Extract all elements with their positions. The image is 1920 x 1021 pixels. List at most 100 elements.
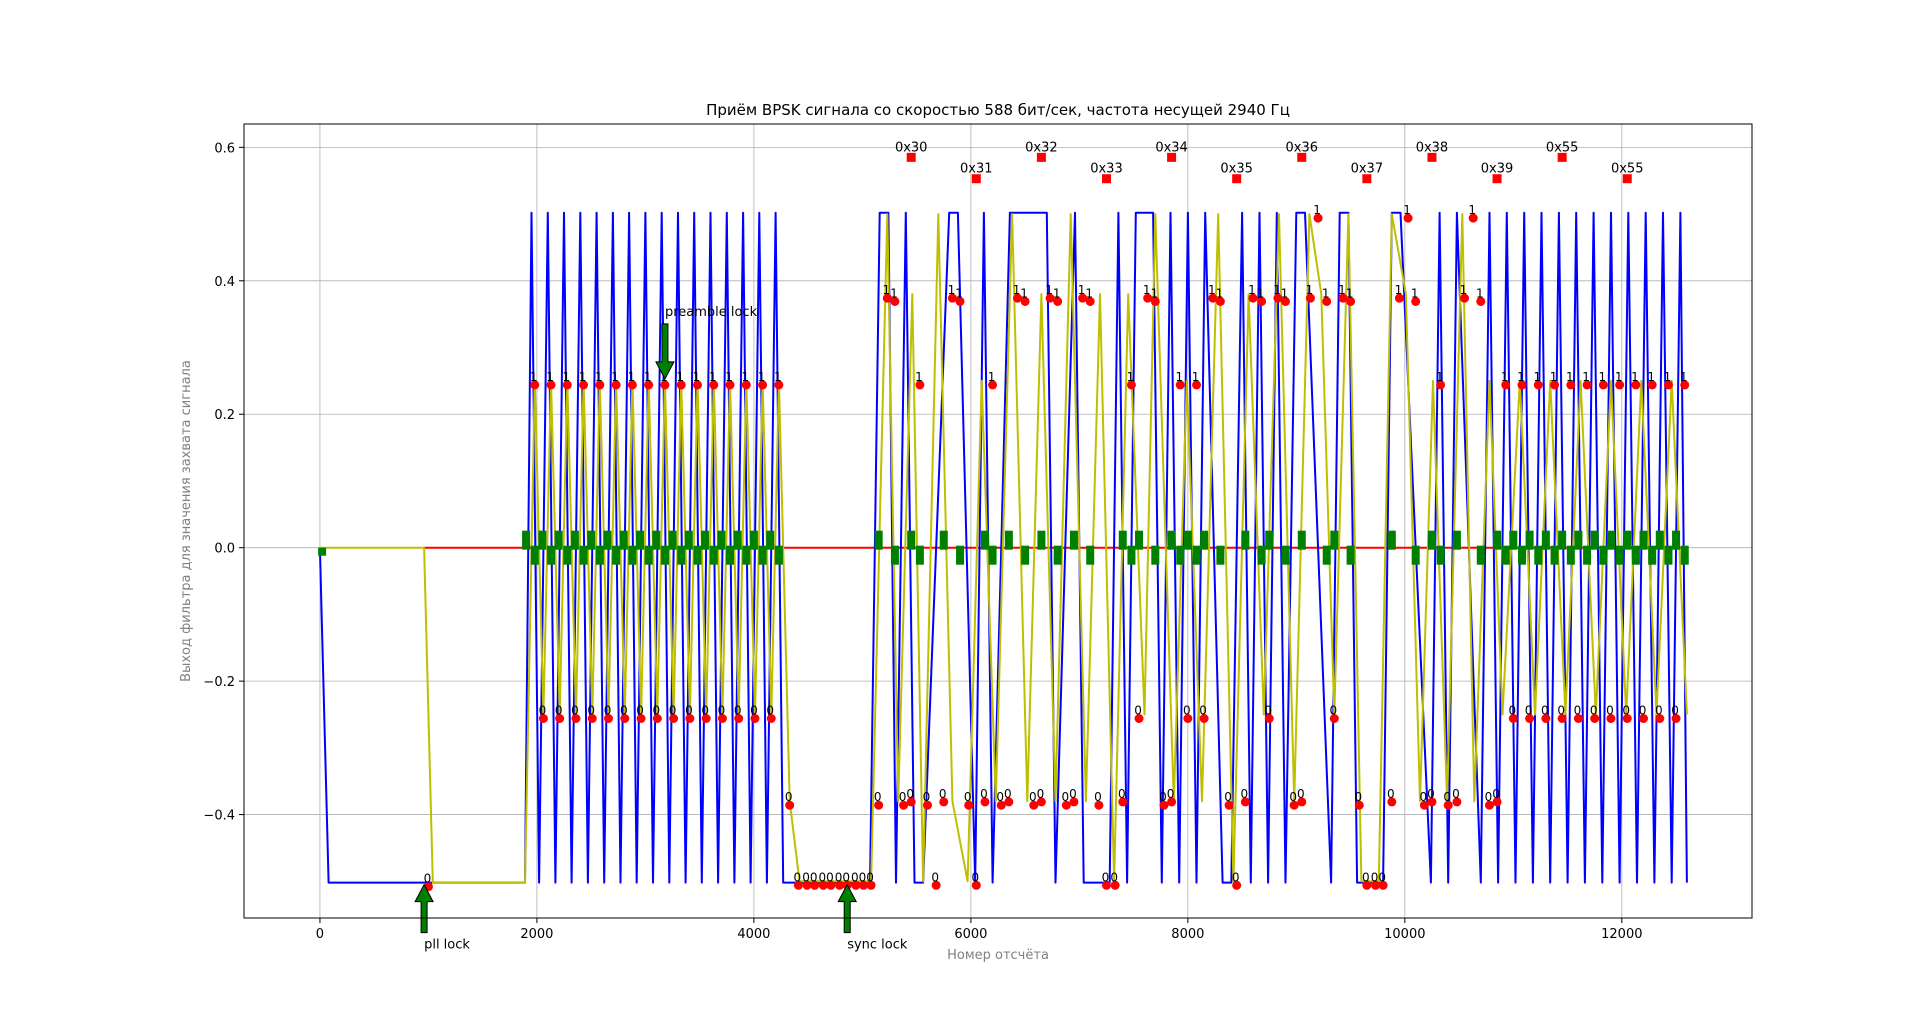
sync-mark bbox=[1558, 530, 1567, 550]
bit-marker bbox=[1590, 713, 1600, 723]
bit-marker bbox=[939, 797, 949, 807]
bit-marker bbox=[546, 380, 556, 390]
bit-marker bbox=[595, 380, 605, 390]
arrow-down-icon bbox=[655, 323, 675, 380]
bit-marker bbox=[810, 880, 820, 890]
bit-markers-layer: 0101010101010101010101010101010100000000… bbox=[424, 203, 1690, 892]
bit-marker bbox=[1419, 800, 1429, 810]
bit-marker bbox=[785, 800, 795, 810]
bit-label: 1 bbox=[1476, 286, 1484, 300]
bit-marker bbox=[1297, 797, 1307, 807]
bit-marker bbox=[1029, 800, 1039, 810]
bit-label: 0 bbox=[1371, 870, 1379, 884]
bit-marker bbox=[1468, 213, 1478, 223]
bit-label: 1 bbox=[1273, 283, 1281, 297]
x-tick-label: 12000 bbox=[1601, 927, 1642, 942]
bit-marker bbox=[1036, 797, 1046, 807]
bit-marker bbox=[1224, 800, 1234, 810]
bit-marker bbox=[874, 800, 884, 810]
bit-label: 1 bbox=[628, 370, 636, 384]
bit-label: 1 bbox=[1664, 370, 1672, 384]
bit-marker bbox=[1232, 880, 1242, 890]
bit-marker bbox=[636, 713, 646, 723]
bit-marker bbox=[1208, 293, 1218, 303]
sync-mark bbox=[709, 545, 718, 565]
bit-marker bbox=[1501, 380, 1511, 390]
sync-mark bbox=[1135, 530, 1144, 550]
bit-marker bbox=[1118, 797, 1128, 807]
bit-label: 0 bbox=[1509, 703, 1517, 717]
bit-label: 0 bbox=[1525, 703, 1533, 717]
bit-marker bbox=[538, 713, 548, 723]
sync-mark bbox=[1330, 530, 1339, 550]
sync-mark bbox=[1183, 530, 1192, 550]
bit-marker bbox=[1020, 296, 1030, 306]
sync-mark bbox=[660, 545, 669, 565]
sync-mark bbox=[742, 545, 751, 565]
sync-mark bbox=[1436, 545, 1445, 565]
bit-marker bbox=[1394, 293, 1404, 303]
bit-label: 0 bbox=[1485, 790, 1493, 804]
sync-mark bbox=[603, 530, 612, 550]
bit-label: 0 bbox=[718, 703, 726, 717]
bit-marker bbox=[734, 713, 744, 723]
bit-marker bbox=[692, 380, 702, 390]
sync-mark bbox=[1086, 545, 1095, 565]
bit-marker bbox=[1338, 293, 1348, 303]
bit-marker bbox=[988, 380, 998, 390]
bit-label: 0 bbox=[971, 870, 979, 884]
sync-mark bbox=[915, 545, 924, 565]
bit-marker bbox=[1573, 713, 1583, 723]
y-tick-label: 0.4 bbox=[214, 275, 235, 290]
bit-marker bbox=[1663, 380, 1673, 390]
bit-label: 1 bbox=[1403, 203, 1411, 217]
bit-marker bbox=[1175, 380, 1185, 390]
bit-marker bbox=[1541, 713, 1551, 723]
sync-mark bbox=[758, 545, 767, 565]
bit-marker bbox=[890, 296, 900, 306]
bit-label: 0 bbox=[931, 870, 939, 884]
bit-marker bbox=[571, 713, 581, 723]
sync-mark bbox=[1550, 545, 1559, 565]
bit-label: 1 bbox=[1127, 370, 1135, 384]
sync-mark bbox=[1680, 545, 1689, 565]
sync-mark bbox=[1583, 545, 1592, 565]
bit-marker bbox=[766, 713, 776, 723]
sync-mark bbox=[693, 545, 702, 565]
bit-label: 0 bbox=[899, 790, 907, 804]
sync-mark bbox=[1599, 545, 1608, 565]
bit-marker bbox=[1582, 380, 1592, 390]
byte-label: 0x55 bbox=[1546, 140, 1579, 155]
bit-label: 1 bbox=[1411, 286, 1419, 300]
bit-marker bbox=[1199, 713, 1209, 723]
arrow-label: pll lock bbox=[424, 938, 470, 953]
bit-label: 0 bbox=[996, 790, 1004, 804]
bit-marker bbox=[1150, 296, 1160, 306]
chart-title: Приём BPSK сигнала со скоростью 588 бит/… bbox=[706, 101, 1290, 119]
bit-label: 0 bbox=[810, 870, 818, 884]
bit-label: 0 bbox=[1029, 790, 1037, 804]
sync-mark bbox=[1452, 530, 1461, 550]
bit-label: 1 bbox=[562, 370, 570, 384]
bit-label: 0 bbox=[1297, 787, 1305, 801]
bit-label: 0 bbox=[794, 870, 802, 884]
bit-marker bbox=[1443, 800, 1453, 810]
bit-label: 0 bbox=[1199, 703, 1207, 717]
bit-marker bbox=[882, 293, 892, 303]
bit-label: 1 bbox=[1150, 286, 1158, 300]
bit-marker bbox=[1313, 213, 1323, 223]
sync-mark bbox=[1069, 530, 1078, 550]
sync-mark bbox=[612, 545, 621, 565]
bit-marker bbox=[996, 800, 1006, 810]
sync-mark bbox=[563, 545, 572, 565]
bit-label: 1 bbox=[1078, 283, 1086, 297]
sync-mark bbox=[1053, 545, 1062, 565]
bit-label: 0 bbox=[1329, 703, 1337, 717]
byte-marker bbox=[906, 152, 916, 162]
sync-mark bbox=[1021, 545, 1030, 565]
sync-mark bbox=[668, 530, 677, 550]
byte-label: 0x34 bbox=[1155, 140, 1188, 155]
bit-label: 1 bbox=[1680, 370, 1688, 384]
